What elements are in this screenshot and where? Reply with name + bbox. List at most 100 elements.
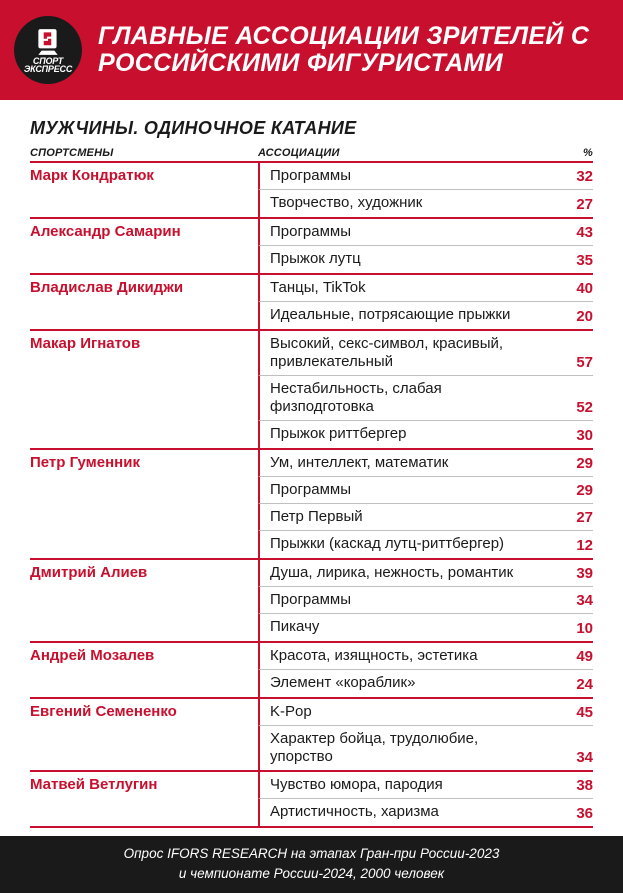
pct-value: 43 xyxy=(553,219,593,246)
table-row: Нестабильность, слабая физподготовка52 xyxy=(30,376,593,421)
pct-value: 57 xyxy=(553,331,593,376)
pct-value: 12 xyxy=(553,531,593,558)
brand-text: СПОРТ ЭКСПРЕСС xyxy=(24,58,72,73)
athlete-block: Владислав ДикиджиТанцы, TikTok40Идеальны… xyxy=(30,275,593,331)
pct-value: 24 xyxy=(553,670,593,697)
athlete-block: Андрей МозалевКрасота, изящность, эстети… xyxy=(30,643,593,699)
brand-logo: СПОРТ ЭКСПРЕСС xyxy=(14,16,82,84)
pct-value: 27 xyxy=(553,190,593,217)
association-text: Прыжки (каскад лутц-риттбергер) xyxy=(258,531,553,558)
association-text: Петр Первый xyxy=(258,504,553,531)
athlete-block: Александр СамаринПрограммы43Прыжок лутц3… xyxy=(30,219,593,275)
table-row: Дмитрий АлиевДуша, лирика, нежность, ром… xyxy=(30,560,593,587)
athlete-name xyxy=(30,421,258,448)
athlete-block: Марк КондратюкПрограммы32Творчество, худ… xyxy=(30,161,593,219)
pct-value: 35 xyxy=(553,246,593,273)
table-row: Прыжок лутц35 xyxy=(30,246,593,273)
athlete-name xyxy=(30,799,258,826)
athlete-name: Макар Игнатов xyxy=(30,331,258,376)
table-row: Программы34 xyxy=(30,587,593,614)
athlete-name: Владислав Дикиджи xyxy=(30,275,258,302)
athlete-name: Матвей Ветлугин xyxy=(30,772,258,799)
pct-value: 32 xyxy=(553,163,593,190)
association-text: Нестабильность, слабая физподготовка xyxy=(258,376,553,421)
athlete-block: Макар ИгнатовВысокий, секс-символ, краси… xyxy=(30,331,593,450)
footer-line1: Опрос IFORS RESEARCH на этапах Гран-при … xyxy=(20,844,603,864)
athlete-name xyxy=(30,614,258,641)
association-text: Программы xyxy=(258,587,553,614)
col-athlete: СПОРТСМЕНЫ xyxy=(30,147,258,159)
pct-value: 38 xyxy=(553,772,593,799)
association-text: Танцы, TikTok xyxy=(258,275,553,302)
table-row: Владислав ДикиджиТанцы, TikTok40 xyxy=(30,275,593,302)
association-text: Творчество, художник xyxy=(258,190,553,217)
table-row: Идеальные, потрясающие прыжки20 xyxy=(30,302,593,329)
table-row: Артистичность, харизма36 xyxy=(30,799,593,826)
athlete-name xyxy=(30,531,258,558)
athlete-name xyxy=(30,302,258,329)
athlete-name: Марк Кондратюк xyxy=(30,163,258,190)
athlete-name: Петр Гуменник xyxy=(30,450,258,477)
athlete-name: Евгений Семененко xyxy=(30,699,258,726)
content-area: МУЖЧИНЫ. ОДИНОЧНОЕ КАТАНИЕ СПОРТСМЕНЫ АС… xyxy=(0,100,623,836)
association-text: Прыжок лутц xyxy=(258,246,553,273)
association-text: Душа, лирика, нежность, романтик xyxy=(258,560,553,587)
footer-line2: и чемпионате России-2024, 2000 человек xyxy=(20,864,603,884)
association-text: Чувство юмора, пародия xyxy=(258,772,553,799)
table-row: Андрей МозалевКрасота, изящность, эстети… xyxy=(30,643,593,670)
athlete-name xyxy=(30,477,258,504)
pct-value: 36 xyxy=(553,799,593,826)
pct-value: 10 xyxy=(553,614,593,641)
athlete-name xyxy=(30,246,258,273)
pct-value: 30 xyxy=(553,421,593,448)
athlete-name: Александр Самарин xyxy=(30,219,258,246)
table-row: Прыжки (каскад лутц-риттбергер)12 xyxy=(30,531,593,558)
association-text: Характер бойца, трудолюбие, упорство xyxy=(258,726,553,770)
athlete-name xyxy=(30,504,258,531)
table-row: Прыжок риттбергер30 xyxy=(30,421,593,448)
pct-value: 20 xyxy=(553,302,593,329)
col-assoc: АССОЦИАЦИИ xyxy=(258,147,553,159)
pct-value: 29 xyxy=(553,477,593,504)
table-row: Марк КондратюкПрограммы32 xyxy=(30,163,593,190)
pct-value: 34 xyxy=(553,726,593,770)
athlete-name xyxy=(30,587,258,614)
association-text: Красота, изящность, эстетика xyxy=(258,643,553,670)
table-row: Пикачу10 xyxy=(30,614,593,641)
athlete-name xyxy=(30,190,258,217)
table-row: Евгений СемененкоK-Pop45 xyxy=(30,699,593,726)
category-subtitle: МУЖЧИНЫ. ОДИНОЧНОЕ КАТАНИЕ xyxy=(30,118,593,139)
association-text: Высокий, секс-символ, красивый, привлека… xyxy=(258,331,553,376)
athlete-name xyxy=(30,670,258,697)
table-row: Программы29 xyxy=(30,477,593,504)
association-text: Прыжок риттбергер xyxy=(258,421,553,448)
pct-value: 49 xyxy=(553,643,593,670)
table-row: Петр Первый27 xyxy=(30,504,593,531)
athlete-name: Дмитрий Алиев xyxy=(30,560,258,587)
association-text: Программы xyxy=(258,163,553,190)
association-text: Артистичность, харизма xyxy=(258,799,553,826)
association-text: Программы xyxy=(258,477,553,504)
association-text: K-Pop xyxy=(258,699,553,726)
association-text: Ум, интеллект, математик xyxy=(258,450,553,477)
association-text: Программы xyxy=(258,219,553,246)
athlete-name: Андрей Мозалев xyxy=(30,643,258,670)
pct-value: 27 xyxy=(553,504,593,531)
association-text: Элемент «кораблик» xyxy=(258,670,553,697)
pct-value: 45 xyxy=(553,699,593,726)
association-text: Идеальные, потрясающие прыжки xyxy=(258,302,553,329)
pct-value: 52 xyxy=(553,376,593,421)
col-pct: % xyxy=(553,147,593,159)
table-row: Творчество, художник27 xyxy=(30,190,593,217)
pct-value: 34 xyxy=(553,587,593,614)
table-header: СПОРТСМЕНЫ АССОЦИАЦИИ % xyxy=(30,147,593,161)
skate-icon xyxy=(35,27,61,57)
brand-line2: ЭКСПРЕСС xyxy=(24,66,72,74)
table-body: Марк КондратюкПрограммы32Творчество, худ… xyxy=(30,161,593,828)
athlete-name xyxy=(30,376,258,421)
athlete-name xyxy=(30,726,258,770)
table-row: Характер бойца, трудолюбие, упорство34 xyxy=(30,726,593,770)
athlete-block: Евгений СемененкоK-Pop45Характер бойца, … xyxy=(30,699,593,772)
table-row: Матвей ВетлугинЧувство юмора, пародия38 xyxy=(30,772,593,799)
athlete-block: Матвей ВетлугинЧувство юмора, пародия38А… xyxy=(30,772,593,828)
